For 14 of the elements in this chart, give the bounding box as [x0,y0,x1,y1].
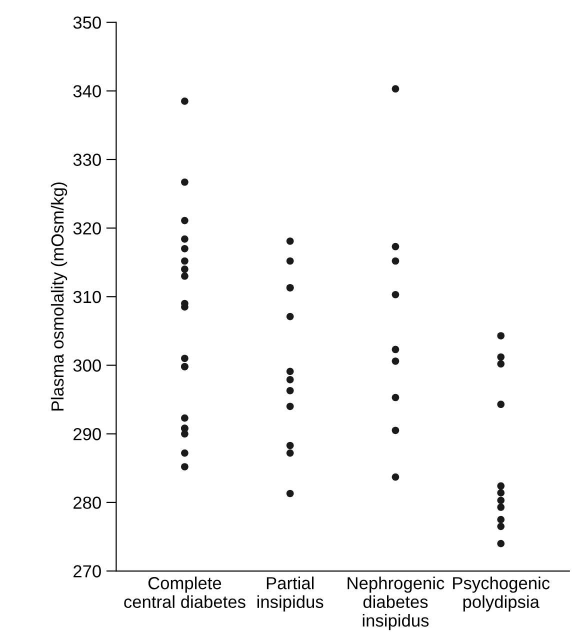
y-tick-label: 290 [74,428,101,440]
x-tick-label: Partial insipidus [257,576,324,612]
y-tick-label: 350 [73,16,101,29]
y-tick-label: 320 [73,222,101,235]
x-tick-label: Nephrogenic diabetes insipidus [348,576,444,630]
y-tick-label: 280 [74,496,101,509]
y-tick-label: 270 [74,565,101,578]
y-tick-label: 340 [73,85,101,98]
y-tick-label: 330 [73,154,101,166]
y-axis-title: Plasma osmolality (mOsm/kg) [50,182,68,411]
y-tick-label: 310 [73,290,101,304]
x-tick-label: Complete central diabetes [124,576,246,608]
y-tick-label: 300 [73,359,101,372]
x-tick-label: Psychogenic polydipsia [453,576,550,612]
